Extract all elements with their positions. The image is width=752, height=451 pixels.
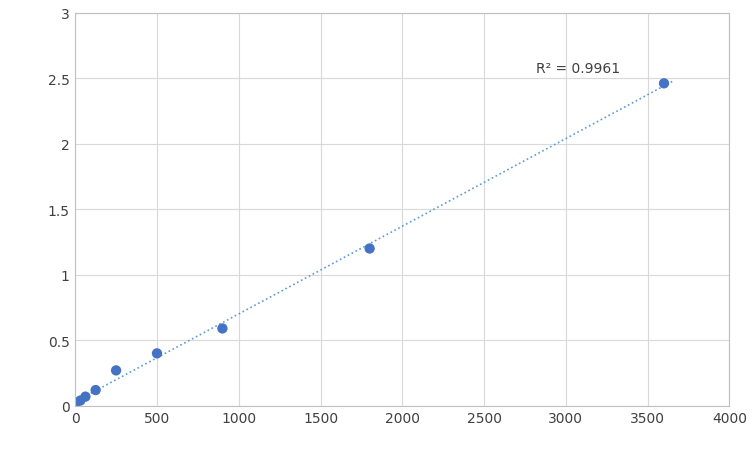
Point [151,350,163,357]
Point [74,397,86,404]
Text: R² = 0.9961: R² = 0.9961 [536,61,620,75]
Point [80,393,92,400]
Point [363,245,375,253]
Point [69,402,81,410]
Point [110,367,122,374]
Point [658,81,670,88]
Point [89,387,102,394]
Point [217,325,229,332]
